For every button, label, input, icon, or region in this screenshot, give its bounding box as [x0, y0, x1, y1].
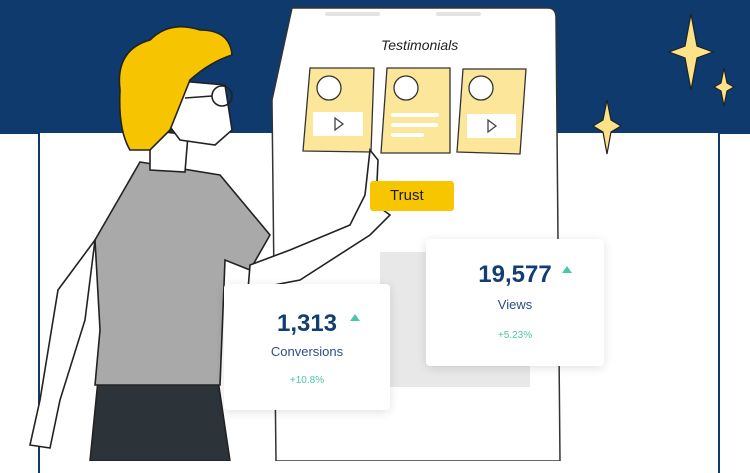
- star-icon: [591, 99, 623, 155]
- stat-card-conversions: 1,313 Conversions +10.8%: [224, 284, 390, 410]
- sparkle-icons: [591, 13, 736, 155]
- stat-change: +5.23%: [497, 330, 533, 341]
- trend-up-icon: [562, 266, 572, 273]
- trust-button[interactable]: Trust: [370, 181, 454, 211]
- stat-change: +10.8%: [289, 375, 325, 386]
- testimonial-card: [380, 67, 451, 154]
- testimonial-card: [302, 67, 375, 153]
- star-icon: [667, 13, 715, 91]
- star-icon: [712, 67, 736, 107]
- stat-label: Views: [497, 297, 533, 312]
- stat-value: 19,577: [478, 261, 552, 288]
- trend-up-icon: [350, 314, 360, 321]
- person-figure: [29, 25, 392, 461]
- testimonial-card: [456, 68, 527, 155]
- stat-card-views: 19,577 Views +5.23%: [426, 239, 604, 366]
- stat-label: Conversions: [270, 344, 344, 359]
- stat-value: 1,313: [276, 310, 338, 337]
- hair: [118, 25, 233, 151]
- shirt: [94, 161, 271, 386]
- testimonials-title: Testimonials: [381, 37, 459, 53]
- arm-left: [29, 237, 97, 449]
